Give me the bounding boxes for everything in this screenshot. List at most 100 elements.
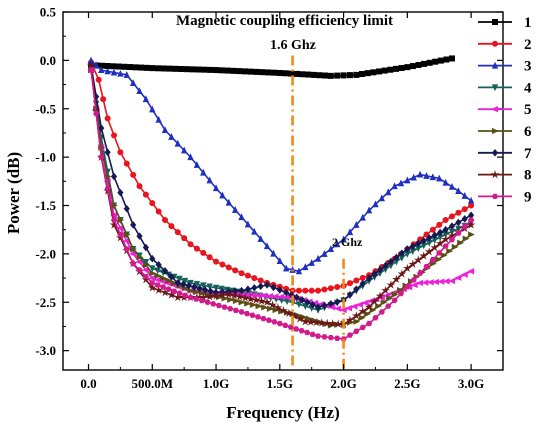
data-point bbox=[361, 299, 369, 306]
data-point bbox=[284, 308, 294, 318]
data-point bbox=[196, 284, 203, 293]
data-point bbox=[172, 65, 179, 72]
data-point bbox=[142, 191, 149, 198]
data-point bbox=[448, 236, 456, 243]
data-point bbox=[436, 250, 443, 256]
vline-layer bbox=[291, 55, 345, 370]
legend-swatch-marker bbox=[490, 169, 500, 179]
data-point bbox=[455, 187, 462, 194]
data-point bbox=[283, 288, 290, 297]
data-point bbox=[244, 220, 252, 228]
data-point bbox=[298, 328, 305, 334]
x-tick-label: 1.0G bbox=[203, 376, 229, 391]
data-point bbox=[270, 283, 277, 292]
data-point bbox=[184, 66, 191, 73]
data-point bbox=[393, 65, 400, 72]
y-tick-label: -1.5 bbox=[35, 198, 56, 213]
data-point bbox=[253, 68, 260, 75]
data-point bbox=[304, 298, 311, 307]
data-point bbox=[455, 218, 462, 227]
data-point bbox=[346, 332, 354, 338]
legend-label: 4 bbox=[524, 80, 532, 96]
data-point bbox=[123, 71, 130, 78]
data-point bbox=[272, 306, 280, 314]
data-point bbox=[181, 277, 189, 285]
series-layer bbox=[86, 55, 476, 342]
data-point bbox=[121, 63, 128, 70]
legend-label: 7 bbox=[524, 146, 532, 162]
data-point bbox=[168, 273, 175, 281]
data-point bbox=[308, 287, 315, 294]
data-point bbox=[461, 223, 468, 230]
data-point bbox=[316, 72, 323, 79]
data-point bbox=[261, 304, 269, 311]
data-point bbox=[350, 303, 358, 310]
data-point bbox=[104, 148, 111, 157]
data-point bbox=[227, 296, 235, 303]
data-point bbox=[420, 236, 427, 245]
data-point bbox=[213, 67, 220, 74]
data-point bbox=[415, 61, 422, 68]
data-point bbox=[238, 286, 245, 295]
data-point bbox=[314, 254, 322, 262]
data-point bbox=[136, 183, 143, 190]
data-point bbox=[104, 67, 111, 75]
data-point bbox=[461, 206, 468, 213]
data-point bbox=[127, 64, 134, 71]
data-point bbox=[365, 274, 373, 282]
x-axis-title: Frequency (Hz) bbox=[226, 403, 339, 422]
data-point bbox=[387, 66, 394, 73]
y-tick-label: -3.0 bbox=[35, 343, 56, 358]
data-point bbox=[243, 310, 251, 317]
data-point bbox=[230, 67, 237, 74]
data-point bbox=[380, 299, 388, 306]
data-point bbox=[376, 68, 383, 75]
data-point bbox=[302, 287, 309, 294]
data-point bbox=[174, 139, 181, 147]
data-point bbox=[365, 206, 373, 214]
data-point bbox=[129, 79, 137, 86]
data-point bbox=[193, 296, 200, 302]
data-point bbox=[201, 66, 208, 73]
data-point bbox=[117, 216, 125, 224]
data-point bbox=[345, 305, 353, 312]
data-point bbox=[378, 194, 386, 202]
data-point bbox=[174, 279, 181, 287]
data-point bbox=[310, 71, 317, 78]
data-point bbox=[309, 300, 316, 309]
data-point bbox=[154, 282, 161, 288]
data-point bbox=[240, 293, 250, 302]
data-point bbox=[308, 259, 315, 266]
data-point bbox=[191, 283, 198, 291]
data-point bbox=[211, 291, 221, 300]
data-point bbox=[448, 182, 456, 190]
data-point bbox=[238, 299, 246, 306]
data-point bbox=[142, 266, 149, 274]
data-point bbox=[207, 287, 214, 295]
data-point bbox=[200, 282, 207, 290]
data-point bbox=[98, 66, 105, 74]
x-tick-label: 3.0G bbox=[458, 376, 484, 391]
data-point bbox=[353, 328, 360, 334]
data-point bbox=[327, 299, 334, 308]
data-point bbox=[100, 96, 107, 103]
data-point bbox=[437, 228, 444, 237]
data-point bbox=[398, 65, 405, 72]
data-point bbox=[98, 124, 105, 132]
data-point bbox=[200, 168, 207, 176]
legend-label: 3 bbox=[524, 59, 532, 75]
data-point bbox=[382, 261, 389, 270]
data-point bbox=[381, 285, 390, 295]
data-point bbox=[255, 302, 263, 310]
data-point bbox=[173, 292, 183, 302]
data-point bbox=[397, 269, 407, 278]
data-point bbox=[404, 284, 411, 290]
data-point bbox=[359, 71, 366, 78]
data-point bbox=[288, 70, 295, 77]
data-point bbox=[123, 160, 130, 167]
data-point bbox=[416, 170, 424, 178]
y-axis-title: Power (dB) bbox=[4, 152, 23, 234]
data-point bbox=[276, 257, 283, 264]
data-point bbox=[468, 217, 475, 223]
